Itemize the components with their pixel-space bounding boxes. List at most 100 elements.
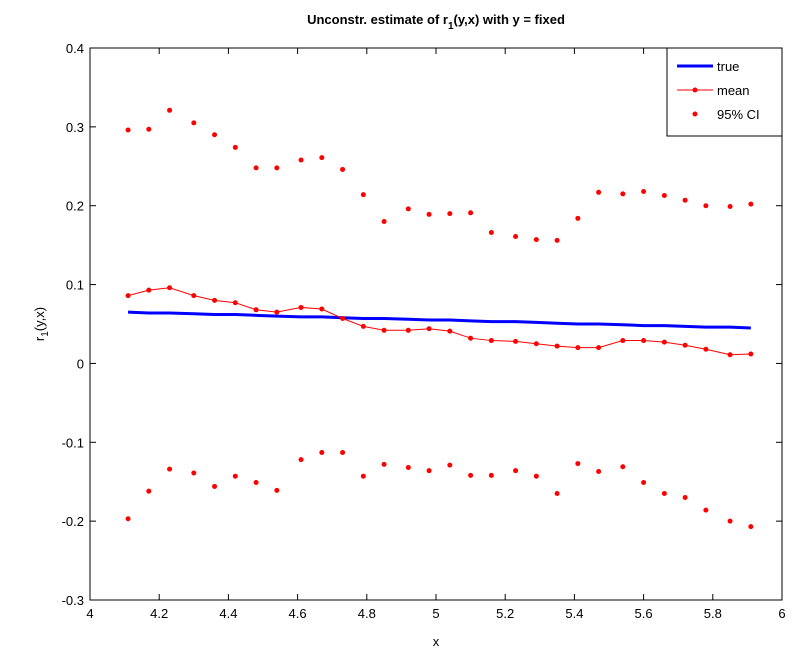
data-point — [212, 297, 218, 303]
data-point — [426, 211, 432, 217]
x-tick-label: 5.8 — [704, 606, 722, 621]
data-point — [727, 204, 733, 210]
legend-label: true — [717, 59, 739, 74]
data-point — [703, 346, 709, 352]
data-point — [146, 488, 152, 494]
data-point — [703, 203, 709, 209]
data-point — [468, 472, 474, 478]
data-point — [340, 166, 346, 172]
data-point — [274, 165, 280, 171]
x-tick-label: 4.6 — [289, 606, 307, 621]
data-point — [340, 315, 346, 321]
plot-area — [89, 47, 783, 601]
y-tick-label: 0.3 — [66, 120, 84, 135]
y-tick-label: 0.4 — [66, 41, 84, 56]
data-point — [191, 470, 197, 476]
data-point — [554, 343, 560, 349]
data-point — [533, 237, 539, 243]
data-point — [447, 462, 453, 468]
data-point — [620, 464, 626, 470]
data-point — [575, 345, 581, 351]
data-point — [405, 327, 411, 333]
x-tick-label: 4.8 — [358, 606, 376, 621]
data-point — [682, 197, 688, 203]
data-point — [641, 189, 647, 195]
data-point — [488, 472, 494, 478]
data-point — [661, 192, 667, 198]
data-point — [360, 473, 366, 479]
data-point — [191, 293, 197, 299]
data-point — [468, 210, 474, 216]
data-point — [298, 304, 304, 310]
data-point — [253, 480, 259, 486]
data-point — [748, 351, 754, 357]
data-point — [319, 155, 325, 161]
data-point — [340, 450, 346, 456]
data-point — [488, 338, 494, 344]
data-point — [381, 461, 387, 467]
data-point — [298, 157, 304, 163]
data-point — [232, 300, 238, 306]
data-point — [575, 215, 581, 221]
data-point — [727, 352, 733, 358]
data-point — [682, 494, 688, 500]
legend-marker — [692, 87, 698, 93]
data-point — [319, 450, 325, 456]
data-point — [405, 465, 411, 471]
data-point — [468, 335, 474, 341]
data-point — [513, 468, 519, 474]
series-line — [127, 287, 751, 356]
title-text: (y,x) with y = fixed — [454, 12, 565, 27]
x-axis-label: x — [433, 634, 440, 649]
data-point — [253, 165, 259, 171]
data-point — [641, 480, 647, 486]
data-point — [426, 326, 432, 332]
x-tick-label: 5.4 — [565, 606, 583, 621]
data-point — [360, 192, 366, 198]
data-point — [232, 473, 238, 479]
y-tick-label: 0.2 — [66, 199, 84, 214]
legend-label: mean — [717, 83, 750, 98]
data-point — [447, 211, 453, 217]
data-point — [554, 237, 560, 243]
legend-box — [666, 47, 783, 137]
data-point — [232, 144, 238, 150]
data-point — [575, 461, 581, 467]
data-point — [703, 507, 709, 513]
title-subscript: 1 — [448, 21, 454, 32]
data-point — [274, 487, 280, 493]
data-point — [661, 339, 667, 345]
data-point — [405, 206, 411, 212]
x-tick-label: 5.2 — [496, 606, 514, 621]
y-tick-label: 0 — [77, 356, 84, 371]
data-point — [146, 287, 152, 293]
y-label-text: r — [32, 336, 47, 341]
data-point — [447, 328, 453, 334]
data-point — [146, 126, 152, 132]
y-tick-label: -0.2 — [62, 514, 84, 529]
data-point — [596, 189, 602, 195]
data-point — [488, 230, 494, 236]
data-point — [253, 307, 259, 313]
legend-label: 95% CI — [717, 107, 760, 122]
data-point — [682, 342, 688, 348]
data-point — [533, 341, 539, 347]
data-point — [212, 132, 218, 138]
x-tick-label: 4 — [86, 606, 93, 621]
y-tick-label: 0.1 — [66, 278, 84, 293]
data-point — [661, 491, 667, 497]
data-point — [596, 345, 602, 351]
x-tick-label: 4.4 — [219, 606, 237, 621]
data-point — [191, 120, 197, 126]
data-point — [167, 107, 173, 113]
y-axis-label: r1(y,x) — [32, 307, 51, 341]
data-point — [426, 468, 432, 474]
data-point — [596, 468, 602, 474]
data-point — [641, 338, 647, 344]
chart-title: Unconstr. estimate of r1(y,x) with y = f… — [307, 12, 565, 32]
data-point — [298, 457, 304, 463]
data-point — [513, 338, 519, 344]
x-tick-label: 4.2 — [150, 606, 168, 621]
